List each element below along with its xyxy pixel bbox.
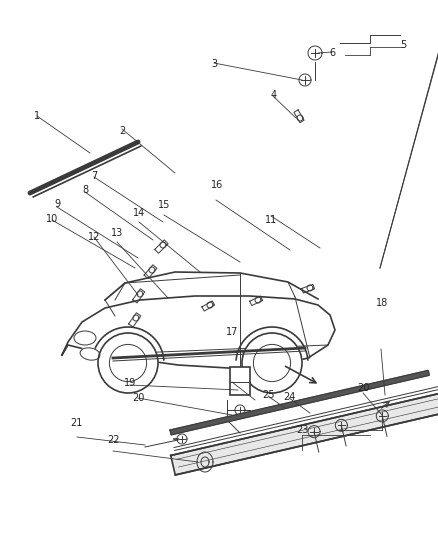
Text: 4: 4	[271, 90, 277, 100]
Text: 22: 22	[107, 435, 119, 445]
Text: 18: 18	[376, 298, 388, 308]
Text: 21: 21	[71, 418, 83, 427]
Ellipse shape	[80, 348, 100, 360]
Ellipse shape	[74, 331, 96, 345]
Polygon shape	[171, 388, 438, 475]
Text: 11: 11	[265, 215, 278, 224]
Text: 5: 5	[400, 41, 406, 50]
Text: 16: 16	[211, 181, 223, 190]
Text: 25: 25	[262, 391, 274, 400]
Text: 7: 7	[91, 171, 97, 181]
Circle shape	[98, 333, 158, 393]
Polygon shape	[170, 370, 429, 435]
Text: 15: 15	[158, 200, 170, 210]
Text: 20: 20	[357, 383, 370, 393]
Text: 20: 20	[132, 393, 144, 403]
Text: 17: 17	[226, 327, 238, 336]
Text: 2: 2	[120, 126, 126, 135]
Text: 14: 14	[133, 208, 145, 218]
Text: 23: 23	[296, 425, 308, 435]
Text: 24: 24	[283, 392, 295, 402]
FancyBboxPatch shape	[230, 367, 250, 395]
Text: 3: 3	[212, 59, 218, 69]
Text: 19: 19	[124, 378, 137, 387]
Text: 1: 1	[34, 111, 40, 121]
Text: 9: 9	[54, 199, 60, 208]
Text: 6: 6	[330, 49, 336, 58]
Text: 13: 13	[111, 229, 124, 238]
Text: 10: 10	[46, 214, 58, 223]
Text: 12: 12	[88, 232, 100, 242]
Circle shape	[242, 333, 302, 393]
Text: 8: 8	[82, 185, 88, 195]
